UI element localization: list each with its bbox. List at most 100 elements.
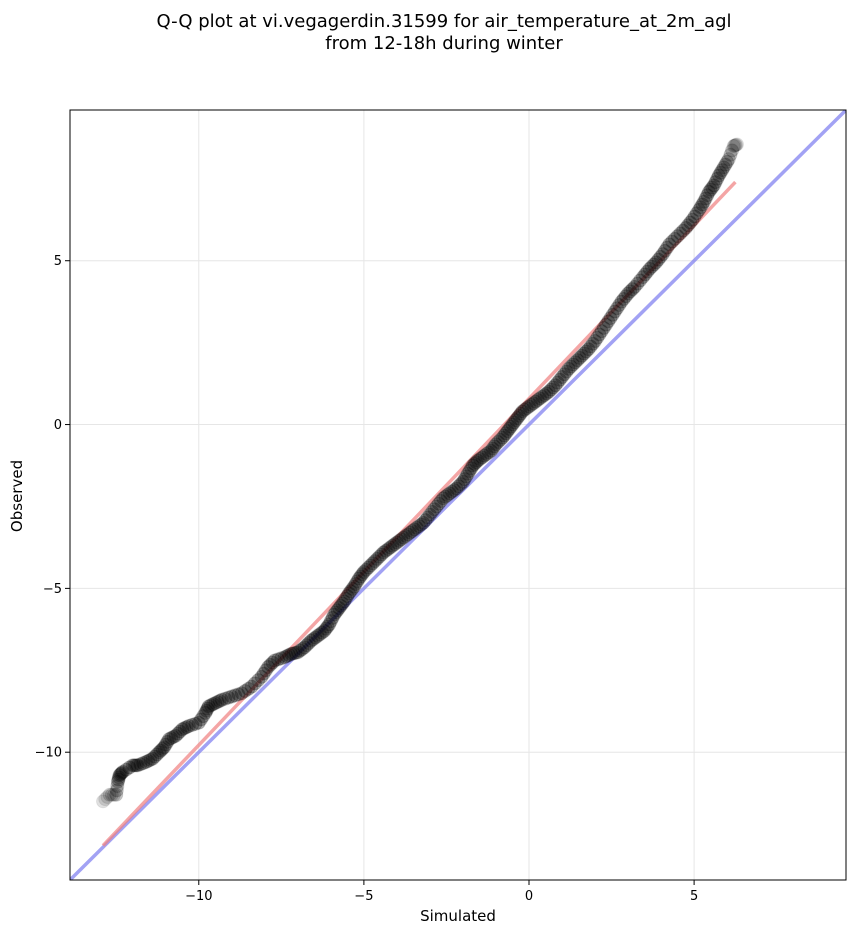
quantile-point bbox=[370, 551, 385, 566]
quantile-point bbox=[574, 348, 589, 363]
quantile-point bbox=[470, 453, 485, 468]
quantile-point-interp bbox=[265, 655, 280, 670]
quantile-point-interp bbox=[221, 690, 236, 705]
quantile-point-interp bbox=[603, 311, 618, 326]
y-tick-label: −5 bbox=[43, 582, 62, 597]
quantile-point-interp bbox=[411, 519, 426, 534]
quantile-point bbox=[716, 160, 731, 175]
fit-line bbox=[101, 180, 737, 847]
quantile-point-interp bbox=[612, 297, 627, 312]
quantile-point bbox=[244, 679, 259, 694]
quantile-point-interp bbox=[687, 209, 702, 224]
quantile-point-interp bbox=[312, 627, 327, 642]
quantile-point bbox=[214, 692, 229, 707]
quantile-point bbox=[342, 586, 357, 601]
quantile-point-interp bbox=[365, 556, 380, 571]
quantile-point-interp bbox=[646, 257, 661, 272]
quantile-point-interp bbox=[320, 619, 335, 634]
quantile-point-interp bbox=[459, 469, 474, 484]
quantile-point bbox=[175, 722, 190, 737]
quantile-point-interp bbox=[491, 435, 506, 450]
quantile-point bbox=[261, 660, 276, 675]
quantile-point-interp bbox=[469, 455, 484, 470]
quantile-point-interp bbox=[475, 450, 490, 465]
quantile-point-interp bbox=[155, 741, 170, 756]
y-tick-label: 0 bbox=[54, 418, 62, 433]
quantile-point bbox=[594, 324, 609, 339]
quantile-point bbox=[396, 530, 411, 545]
quantile-point bbox=[112, 768, 127, 783]
quantile-point-interp bbox=[640, 264, 655, 279]
quantile-point-interp bbox=[513, 406, 528, 421]
quantile-point bbox=[692, 202, 707, 217]
quantile-point-interp bbox=[497, 428, 512, 443]
x-tick-label: −5 bbox=[354, 889, 373, 904]
quantile-point-interp bbox=[238, 684, 253, 699]
quantile-point bbox=[110, 774, 125, 789]
quantile-point bbox=[168, 728, 183, 743]
quantile-point bbox=[304, 633, 319, 648]
x-tick-label: −10 bbox=[185, 889, 212, 904]
quantile-point bbox=[510, 411, 525, 425]
quantile-point bbox=[130, 758, 145, 773]
quantile-point-interp bbox=[537, 388, 552, 403]
quantile-point-interp bbox=[616, 291, 631, 306]
quantile-point-interp bbox=[660, 240, 675, 255]
quantile-point bbox=[521, 399, 536, 414]
quantile-point-interp bbox=[374, 547, 389, 562]
quantile-point-interp bbox=[512, 408, 527, 423]
quantile-point bbox=[555, 370, 570, 385]
quantile-point-interp bbox=[447, 483, 462, 498]
x-axis-label: Simulated bbox=[420, 907, 496, 925]
quantile-point-interp bbox=[550, 375, 565, 390]
quantile-point bbox=[535, 389, 550, 404]
quantile-point bbox=[706, 178, 721, 193]
quantile-point-interp bbox=[457, 472, 472, 487]
quantile-point bbox=[403, 525, 418, 540]
quantile-point-interp bbox=[392, 533, 407, 548]
quantile-point-interp bbox=[473, 451, 488, 466]
quantile-point bbox=[541, 384, 556, 399]
quantile-point bbox=[568, 355, 583, 370]
quantile-point-interp bbox=[493, 432, 508, 447]
quantile-point bbox=[376, 545, 391, 560]
quantile-point-interp bbox=[713, 165, 728, 180]
quantile-point bbox=[277, 650, 292, 665]
quantile-point bbox=[310, 628, 325, 643]
quantile-point-interp bbox=[274, 651, 289, 666]
quantile-point-interp bbox=[143, 752, 158, 767]
identity-line bbox=[70, 110, 846, 880]
quantile-point-interp bbox=[610, 301, 625, 316]
quantile-point-interp bbox=[104, 787, 119, 802]
y-axis-ticks: −10 −5 0 5 bbox=[35, 254, 70, 761]
quantile-point-interp bbox=[552, 372, 567, 387]
quantile-point-interp bbox=[533, 391, 548, 406]
quantile-point bbox=[96, 794, 111, 809]
quantile-point bbox=[284, 646, 299, 661]
quantile-point bbox=[528, 394, 543, 409]
quantile-point-interp bbox=[623, 284, 638, 299]
quantile-point bbox=[726, 139, 741, 154]
quantile-point-interp bbox=[651, 252, 666, 267]
quantile-point-interp bbox=[193, 712, 208, 727]
quantile-point-interp bbox=[681, 218, 696, 233]
quantile-point bbox=[730, 137, 745, 152]
quantile-point-interp bbox=[398, 528, 413, 543]
quantile-point-interp bbox=[141, 753, 156, 768]
quantile-point-interp bbox=[133, 757, 148, 772]
quantile-point-interp bbox=[361, 560, 376, 575]
quantile-point bbox=[198, 705, 213, 720]
quantile-point bbox=[115, 764, 130, 779]
quantile-point bbox=[678, 220, 693, 235]
quantile-point bbox=[297, 640, 312, 655]
quantile-point-interp bbox=[308, 630, 323, 645]
quantile-point-interp bbox=[405, 524, 420, 539]
quantile-point-interp bbox=[570, 353, 585, 368]
quantile-point bbox=[429, 499, 444, 514]
quantile-point-interp bbox=[583, 339, 598, 354]
quantile-point bbox=[484, 443, 499, 458]
quantile-point-interp bbox=[293, 643, 308, 658]
quantile-point-interp bbox=[705, 180, 720, 195]
quantile-point-interp bbox=[343, 584, 358, 599]
quantile-point-interp bbox=[173, 724, 188, 739]
